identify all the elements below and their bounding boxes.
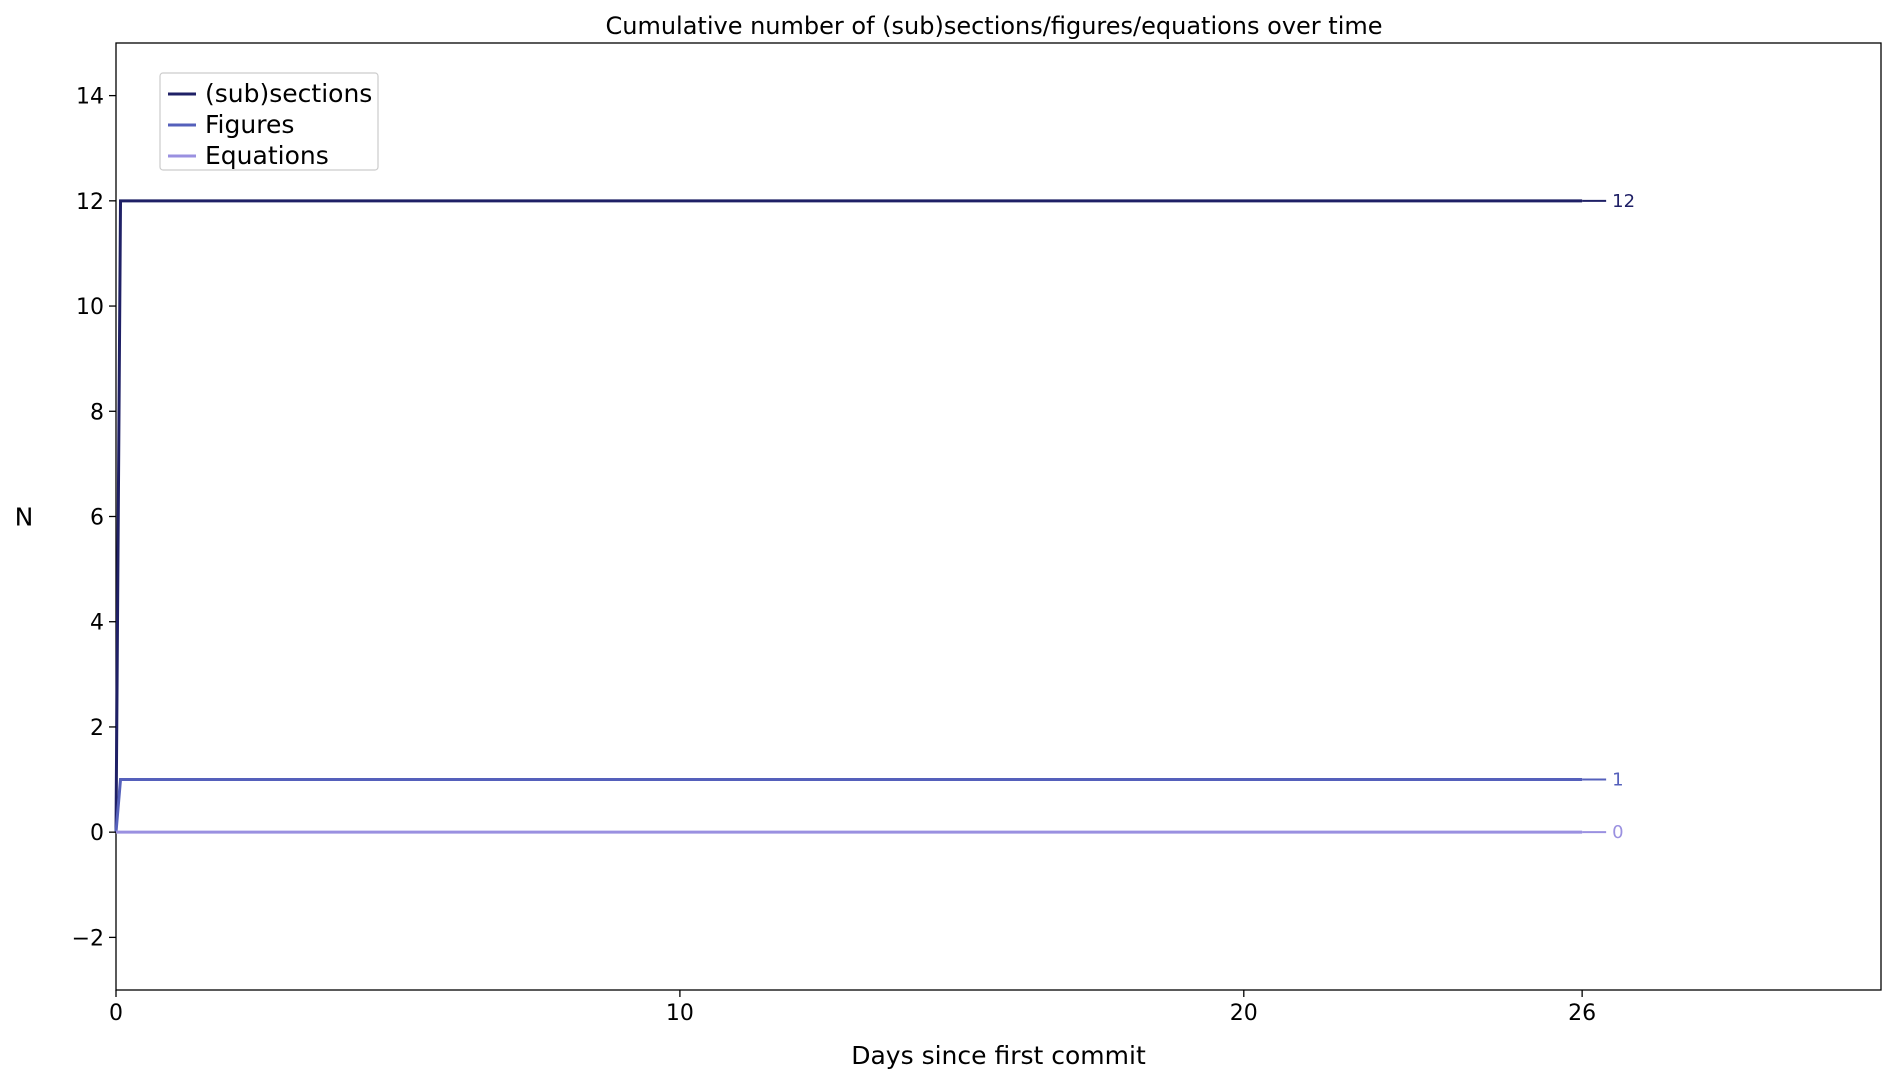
end-value-label: 1 [1612,770,1623,791]
legend-label: Equations [205,141,329,170]
y-axis: −2 0 2 4 6 8 10 12 14 [72,85,116,951]
x-tick-label: 0 [109,1001,123,1026]
series-layer [114,199,1583,834]
legend-box [159,72,379,171]
legend-entry: Figures [168,110,294,139]
end-label-layer: 12 1 0 [1582,191,1635,843]
y-tick-label: 4 [90,611,104,636]
x-tick-label: 20 [1230,1001,1258,1026]
y-tick-label: 2 [90,716,104,741]
plot-area: 12 1 0 [114,42,1882,991]
series-line-0 [114,199,1583,833]
y-tick-label: 12 [76,190,104,215]
plot-frame [115,42,1882,991]
end-value-label: 12 [1612,191,1635,212]
y-tick-label: 14 [76,85,104,110]
y-tick-label: −2 [72,926,104,951]
series-line-1 [114,778,1583,833]
y-tick-label: 10 [76,295,104,320]
x-tick-label: 26 [1568,1001,1596,1026]
legend-entry: (sub)sections [168,79,372,108]
x-axis-label: Days since first commit [851,1041,1146,1070]
y-axis-label: N [15,503,34,532]
legend-label: (sub)sections [205,79,372,108]
y-tick-label: 8 [90,400,104,425]
y-tick-label: 6 [90,506,104,531]
x-tick-label: 10 [666,1001,694,1026]
x-axis: 0 10 20 26 [109,990,1596,1026]
chart-title: Cumulative number of (sub)sections/figur… [605,12,1382,40]
legend-label: Figures [205,110,294,139]
end-value-label: 0 [1612,822,1623,843]
y-tick-label: 0 [90,821,104,846]
legend-entry: Equations [168,141,329,170]
